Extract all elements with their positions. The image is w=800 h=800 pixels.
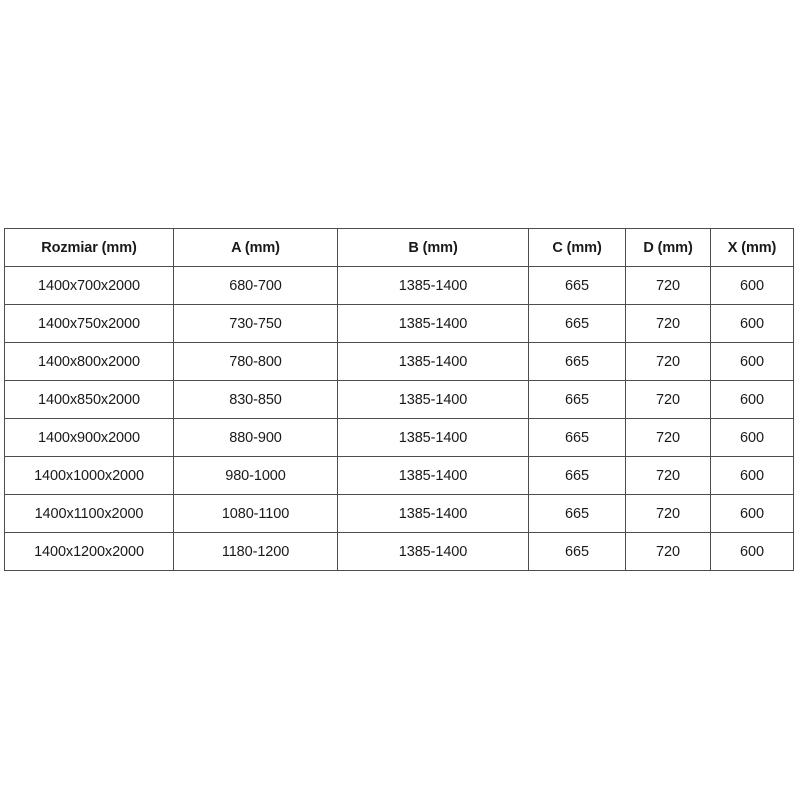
table-cell-d: 720 <box>625 304 711 343</box>
table-row: 1400x900x2000 880-900 1385-1400 665 720 600 <box>4 418 794 457</box>
column-header-size: Rozmiar (mm) <box>4 228 174 267</box>
table-row: 1400x1200x2000 1180-1200 1385-1400 665 720 60… <box>4 532 794 571</box>
table-cell-c: 665 <box>528 494 626 533</box>
column-header-c: C (mm) <box>528 228 626 267</box>
column-header-b: B (mm) <box>337 228 529 267</box>
table-cell-a: 780-800 <box>173 342 338 381</box>
table-cell-x: 600 <box>710 342 794 381</box>
table-cell-b: 1385-1400 <box>337 456 529 495</box>
table-row: 1400x800x2000 780-800 1385-1400 665 720 600 <box>4 342 794 381</box>
table-cell-size: 1400x900x2000 <box>4 418 174 457</box>
table-cell-x: 600 <box>710 494 794 533</box>
table-cell-d: 720 <box>625 266 711 305</box>
table-cell-x: 600 <box>710 266 794 305</box>
table-cell-c: 665 <box>528 304 626 343</box>
column-header-d: D (mm) <box>625 228 711 267</box>
specification-table: Rozmiar (mm) A (mm) B (mm) C (mm) D (mm)… <box>4 228 794 571</box>
table-cell-b: 1385-1400 <box>337 494 529 533</box>
table-cell-x: 600 <box>710 418 794 457</box>
table-cell-c: 665 <box>528 380 626 419</box>
table-cell-b: 1385-1400 <box>337 418 529 457</box>
table-cell-a: 980-1000 <box>173 456 338 495</box>
table-cell-b: 1385-1400 <box>337 304 529 343</box>
table-cell-size: 1400x1200x2000 <box>4 532 174 571</box>
table-cell-size: 1400x700x2000 <box>4 266 174 305</box>
table-cell-c: 665 <box>528 342 626 381</box>
table-cell-size: 1400x850x2000 <box>4 380 174 419</box>
table-row: 1400x1100x2000 1080-1100 1385-1400 665 720 60… <box>4 494 794 533</box>
table-header-row: Rozmiar (mm) A (mm) B (mm) C (mm) D (mm)… <box>4 228 794 267</box>
table-cell-d: 720 <box>625 494 711 533</box>
table-cell-d: 720 <box>625 532 711 571</box>
table-cell-b: 1385-1400 <box>337 342 529 381</box>
table-cell-d: 720 <box>625 380 711 419</box>
table-cell-a: 1080-1100 <box>173 494 338 533</box>
table-cell-d: 720 <box>625 456 711 495</box>
table-row: 1400x1000x2000 980-1000 1385-1400 665 720 600 <box>4 456 794 495</box>
table-cell-a: 830-850 <box>173 380 338 419</box>
table-cell-d: 720 <box>625 418 711 457</box>
table-cell-d: 720 <box>625 342 711 381</box>
table-cell-size: 1400x750x2000 <box>4 304 174 343</box>
table-body: 1400x700x2000 680-700 1385-1400 665 720 600 14… <box>4 266 794 571</box>
table-cell-c: 665 <box>528 418 626 457</box>
table-cell-a: 680-700 <box>173 266 338 305</box>
table-cell-x: 600 <box>710 532 794 571</box>
table-cell-c: 665 <box>528 266 626 305</box>
table-cell-x: 600 <box>710 456 794 495</box>
table-cell-a: 880-900 <box>173 418 338 457</box>
table-cell-x: 600 <box>710 380 794 419</box>
specification-table-container: Rozmiar (mm) A (mm) B (mm) C (mm) D (mm)… <box>4 228 794 571</box>
column-header-x: X (mm) <box>710 228 794 267</box>
table-row: 1400x750x2000 730-750 1385-1400 665 720 600 <box>4 304 794 343</box>
table-cell-size: 1400x800x2000 <box>4 342 174 381</box>
table-header: Rozmiar (mm) A (mm) B (mm) C (mm) D (mm)… <box>4 228 794 267</box>
table-cell-a: 1180-1200 <box>173 532 338 571</box>
column-header-a: A (mm) <box>173 228 338 267</box>
table-cell-c: 665 <box>528 532 626 571</box>
table-row: 1400x700x2000 680-700 1385-1400 665 720 600 <box>4 266 794 305</box>
table-cell-b: 1385-1400 <box>337 532 529 571</box>
table-cell-size: 1400x1100x2000 <box>4 494 174 533</box>
table-cell-a: 730-750 <box>173 304 338 343</box>
table-cell-size: 1400x1000x2000 <box>4 456 174 495</box>
table-cell-c: 665 <box>528 456 626 495</box>
table-cell-x: 600 <box>710 304 794 343</box>
table-row: 1400x850x2000 830-850 1385-1400 665 720 600 <box>4 380 794 419</box>
table-cell-b: 1385-1400 <box>337 380 529 419</box>
table-cell-b: 1385-1400 <box>337 266 529 305</box>
